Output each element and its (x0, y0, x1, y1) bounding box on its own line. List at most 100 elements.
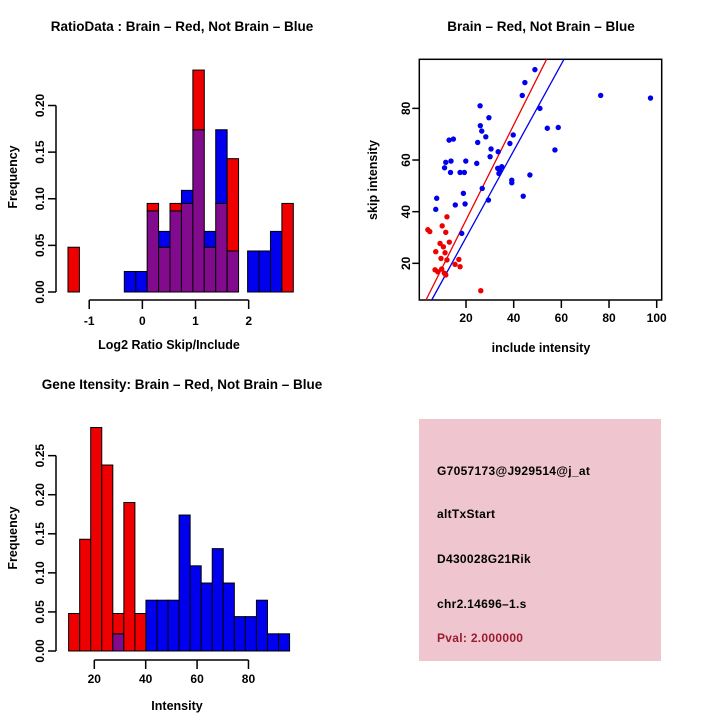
scatter-point-blue (647, 95, 654, 101)
scatter-point-blue (459, 230, 465, 237)
histogram-bar-red (192, 69, 205, 131)
histogram-bar-blue (135, 270, 148, 293)
histogram-bar-blue (156, 599, 169, 652)
y-tick-label: 0.20 (33, 483, 47, 507)
scatter-point-blue (507, 140, 513, 147)
histogram-bar-blue (266, 633, 280, 652)
y-tick-label: 0.00 (33, 639, 47, 663)
scatter-point-blue (441, 165, 448, 171)
scatter-point-blue (497, 167, 503, 174)
histogram-bar-overlap (180, 202, 194, 293)
scatter-point-blue (486, 114, 492, 121)
histogram-bar-blue (200, 582, 213, 652)
probe-id-text: G7057173@J929514@j_at (437, 464, 591, 478)
scatter-point-red (443, 229, 449, 236)
histogram-bar-blue (247, 250, 260, 293)
x-tick-label: 20 (88, 672, 102, 686)
scatter-point-blue (483, 134, 489, 140)
y-tick-label: 0.05 (33, 600, 47, 624)
histogram-bar-red (123, 502, 136, 652)
scatter-point-red (439, 223, 445, 229)
scatter-point-blue (461, 169, 468, 176)
histogram-bar-overlap (192, 129, 205, 293)
histogram-bar-overlap (112, 633, 125, 652)
scatter-point-red (439, 266, 445, 272)
x-tick-label: 60 (190, 672, 204, 686)
scatter-point-blue (474, 139, 481, 146)
scatter-point-blue (552, 147, 558, 153)
histogram-bar-red (281, 202, 294, 293)
chart-title: Brain – Red, Not Brain – Blue (447, 19, 635, 34)
scatter-point-blue (462, 201, 468, 207)
x-axis-title: Log2 Ratio Skip/Include (98, 338, 240, 352)
scatter-point-red (442, 250, 448, 256)
histogram-bar-overlap (169, 210, 182, 293)
scatter-point-blue (447, 169, 454, 176)
histogram-bar-red (226, 158, 240, 252)
scatter-point-blue (463, 158, 469, 164)
scatter-point-blue (485, 197, 492, 203)
histogram-bar-red (79, 538, 92, 652)
y-axis-title: Frequency (6, 145, 20, 208)
histogram-bar-blue (211, 548, 224, 652)
histogram-bar-red (146, 202, 160, 212)
gene-name-text: D430028G21Rik (437, 552, 531, 566)
scatter-point-red (433, 249, 439, 255)
histogram-bar-blue (123, 270, 137, 293)
scatter-point-blue (479, 185, 485, 192)
brain-fit-line (425, 59, 548, 301)
y-tick-label: 60 (399, 153, 413, 167)
x-tick-label: 40 (139, 672, 153, 686)
histogram-bar-red (112, 612, 125, 635)
x-tick-label: 2 (245, 314, 252, 328)
x-tick-label: 40 (507, 311, 521, 325)
scatter-point-red (457, 263, 463, 270)
y-tick-label: 0.15 (33, 522, 47, 546)
scatter-point-blue (488, 146, 494, 152)
scatter-point-blue (433, 195, 440, 201)
scatter-point-blue (477, 122, 484, 129)
scatter-point-blue (495, 149, 501, 155)
scatter-point-blue (509, 177, 515, 183)
x-tick-label: 60 (555, 311, 569, 325)
y-tick-label: 0.10 (33, 187, 47, 211)
y-tick-label: 0.05 (33, 233, 47, 257)
scatter-point-red (444, 214, 450, 220)
scatter-point-blue (487, 153, 493, 160)
scatter-point-blue (532, 66, 538, 73)
y-tick-label: 80 (399, 101, 413, 115)
scatter-point-blue (457, 169, 463, 176)
scatter-point-blue (519, 92, 525, 99)
histogram-bar-blue (203, 230, 217, 248)
histogram-bar-blue (244, 616, 257, 652)
scatter-point-red (444, 257, 450, 263)
x-tick-label: 100 (647, 311, 667, 325)
scatter-point-red (446, 239, 453, 245)
histogram-bar-red (134, 612, 147, 652)
y-tick-label: 0.15 (33, 140, 47, 164)
scatter-point-blue (510, 132, 516, 138)
histogram-bar-overlap (203, 246, 217, 293)
ratio-histogram-chart: -1 0 1 2 0.00 0.05 0.10 0.15 0.20 RatioData : Bra… (6, 19, 314, 352)
x-tick-label: 0 (139, 314, 146, 328)
y-tick-label: 0.25 (33, 444, 47, 468)
histogram-bar-blue (278, 633, 291, 652)
histogram-bar-overlap (146, 210, 160, 293)
histogram-bar-blue (167, 599, 180, 652)
histogram-bar-red (101, 464, 114, 652)
histogram-bar-blue (255, 599, 268, 652)
scatter-point-red (437, 240, 443, 247)
gene-histogram-chart: 20 40 60 80 0.00 0.05 0.10 0.15 0.20 0.25 Gene Ite… (6, 377, 323, 713)
scatter-point-blue (474, 160, 480, 167)
y-tick-label: 0.20 (33, 94, 47, 118)
histogram-bar-blue (189, 565, 202, 652)
histogram-bar-blue (145, 599, 158, 652)
pval-text: Pval: 2.000000 (437, 631, 524, 645)
scatter-point-blue (452, 202, 458, 208)
histogram-bar-blue (215, 129, 228, 204)
histogram-bar-red (67, 246, 80, 293)
histogram-bar-blue (180, 189, 194, 204)
x-axis-title: Intensity (151, 699, 202, 713)
histogram-bar-blue (233, 616, 246, 652)
